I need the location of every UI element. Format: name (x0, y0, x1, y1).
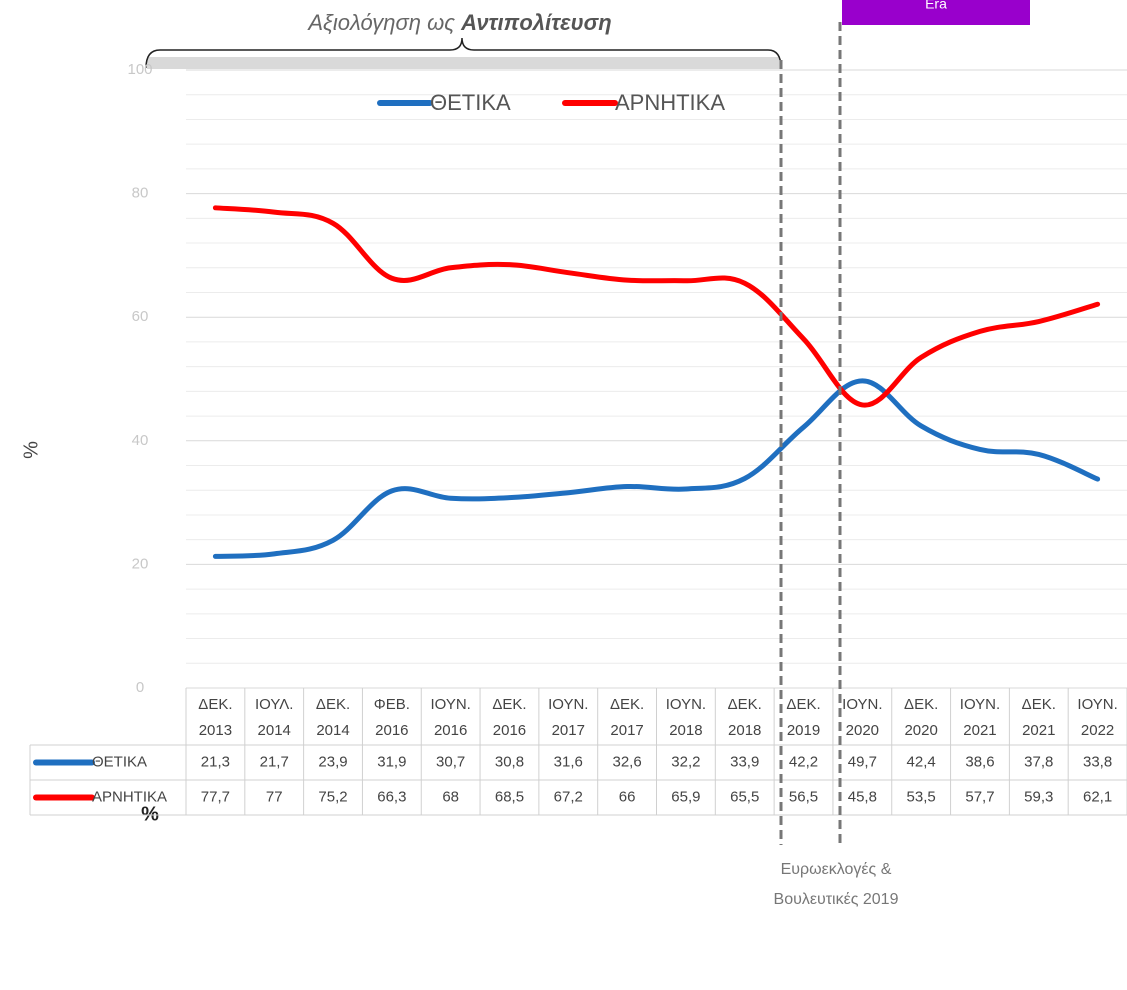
x-tick-label: 2016 (493, 722, 526, 739)
y-tick-label: 0 (136, 679, 144, 696)
table-legend-label: ΑΡΝΗΤΙΚΑ (92, 788, 167, 805)
data-label: 65,9 (671, 788, 700, 805)
x-tick-label: ΙΟΥΝ. (1077, 696, 1117, 713)
x-tick-label: 2017 (610, 722, 643, 739)
x-tick-label: ΦΕΒ. (374, 696, 410, 713)
x-tick-label: ΔΕΚ. (610, 696, 644, 713)
data-label: 56,5 (789, 788, 818, 805)
x-tick-label: 2017 (552, 722, 585, 739)
data-label: 32,2 (671, 753, 700, 770)
data-label: 30,7 (436, 753, 465, 770)
data-label: 31,9 (377, 753, 406, 770)
x-tick-label: 2018 (669, 722, 702, 739)
era-label: Era (925, 0, 947, 12)
annotation: Βουλευτικές 2019 (774, 891, 899, 908)
x-tick-label: 2016 (375, 722, 408, 739)
data-label: 77 (266, 788, 283, 805)
data-label: 30,8 (495, 753, 524, 770)
x-tick-label: 2021 (963, 722, 996, 739)
data-label: 33,8 (1083, 753, 1112, 770)
table-legend-label: ΘΕΤΙΚΑ (92, 753, 147, 770)
x-tick-label: ΙΟΥΝ. (666, 696, 706, 713)
y-tick-label: 80 (132, 185, 149, 202)
data-label: 31,6 (554, 753, 583, 770)
data-label: 77,7 (201, 788, 230, 805)
y-tick-label: 20 (132, 555, 149, 572)
x-tick-label: ΔΕΚ. (492, 696, 526, 713)
series-line (212, 378, 1101, 559)
data-label: 21,7 (260, 753, 289, 770)
x-tick-label: 2014 (316, 722, 349, 739)
series-line (212, 205, 1101, 408)
x-tick-label: 2021 (1022, 722, 1055, 739)
x-tick-label: 2018 (728, 722, 761, 739)
x-tick-label: ΙΟΥΝ. (548, 696, 588, 713)
x-tick-label: 2013 (199, 722, 232, 739)
data-label: 68 (442, 788, 459, 805)
x-tick-label: ΙΟΥΝ. (842, 696, 882, 713)
x-tick-label: ΔΕΚ. (904, 696, 938, 713)
x-tick-label: 2020 (904, 722, 937, 739)
y-axis-label: % (20, 441, 42, 459)
legend-label: ΘΕΤΙΚΑ (430, 90, 511, 115)
annotation: Ευρωεκλογές & (781, 861, 892, 878)
x-tick-label: ΙΟΥΛ. (255, 696, 293, 713)
data-label: 21,3 (201, 753, 230, 770)
x-tick-label: ΔΕΚ. (786, 696, 820, 713)
title-part: Αντιπολίτευση (460, 10, 612, 35)
data-label: 42,4 (907, 753, 936, 770)
chart-title: Αξιολόγηση ως Αντιπολίτευση (306, 10, 611, 35)
footer-label: % (141, 803, 159, 825)
data-label: 32,6 (612, 753, 641, 770)
x-tick-label: ΔΕΚ. (728, 696, 762, 713)
x-tick-label: 2019 (787, 722, 820, 739)
brace-bar (147, 57, 780, 69)
x-tick-label: 2020 (846, 722, 879, 739)
x-tick-label: ΙΟΥΝ. (960, 696, 1000, 713)
legend-label: ΑΡΝΗΤΙΚΑ (615, 90, 725, 115)
data-label: 75,2 (318, 788, 347, 805)
y-tick-label: 100 (127, 61, 152, 78)
data-label: 66,3 (377, 788, 406, 805)
data-label: 37,8 (1024, 753, 1053, 770)
data-label: 57,7 (965, 788, 994, 805)
data-label: 45,8 (848, 788, 877, 805)
data-label: 53,5 (907, 788, 936, 805)
data-label: 62,1 (1083, 788, 1112, 805)
era-box (842, 0, 1030, 25)
data-label: 65,5 (730, 788, 759, 805)
x-tick-label: 2014 (258, 722, 291, 739)
x-tick-label: ΙΟΥΝ. (430, 696, 470, 713)
data-label: 67,2 (554, 788, 583, 805)
title-part: Αξιολόγηση ως (306, 10, 461, 35)
data-label: 49,7 (848, 753, 877, 770)
data-label: 59,3 (1024, 788, 1053, 805)
x-tick-label: ΔΕΚ. (1022, 696, 1056, 713)
x-tick-label: 2016 (434, 722, 467, 739)
data-label: 38,6 (965, 753, 994, 770)
brace (145, 37, 782, 69)
data-label: 68,5 (495, 788, 524, 805)
x-tick-label: 2022 (1081, 722, 1114, 739)
data-label: 23,9 (318, 753, 347, 770)
x-tick-label: ΔΕΚ. (198, 696, 232, 713)
data-label: 66 (619, 788, 636, 805)
x-tick-label: ΔΕΚ. (316, 696, 350, 713)
data-label: 33,9 (730, 753, 759, 770)
y-tick-label: 40 (132, 432, 149, 449)
data-label: 42,2 (789, 753, 818, 770)
y-tick-label: 60 (132, 308, 149, 325)
